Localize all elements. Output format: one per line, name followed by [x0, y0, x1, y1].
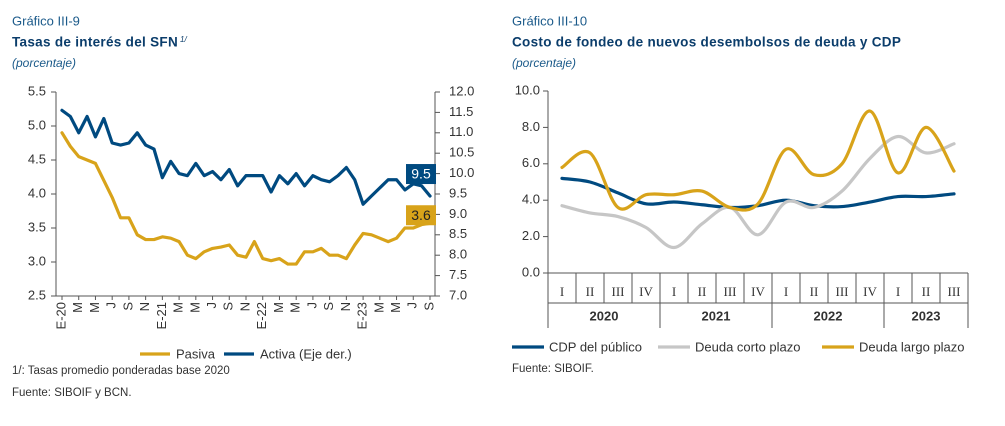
x-tick-label: E-20: [53, 302, 68, 329]
x-tick-label: S: [421, 302, 436, 311]
x-tick-label: III: [836, 284, 849, 299]
x-tick-label: E-23: [355, 302, 370, 329]
data-line: [560, 109, 956, 212]
x-tick-label: E-22: [254, 302, 269, 329]
x-tick-label: J: [304, 302, 319, 309]
x-tick-label: M: [388, 302, 403, 313]
title-note: 1/: [180, 35, 187, 44]
y2-tick-label: 10.0: [449, 165, 474, 180]
note: Fuente: SIBOIF.: [512, 363, 594, 375]
x-tick-label: J: [204, 302, 219, 309]
y2-tick-label: 7.0: [449, 287, 467, 302]
x-tick-label: M: [187, 302, 202, 313]
data-line: [560, 134, 956, 250]
value-label: 3.6: [411, 207, 431, 223]
x-tick-label: IV: [751, 284, 765, 299]
y-tick-label: 0.0: [522, 264, 540, 279]
y-tick-label: 8.0: [522, 119, 540, 134]
y2-tick-label: 12.0: [449, 83, 474, 98]
y2-tick-label: 11.5: [449, 104, 473, 119]
x-tick-label: II: [586, 284, 595, 299]
value-label: 9.5: [411, 166, 431, 182]
x-tick-label: E-21: [154, 302, 169, 329]
y2-tick-label: 9.5: [449, 185, 467, 200]
x-tick-label: M: [271, 302, 286, 313]
legend-label: Deuda largo plazo: [859, 339, 965, 354]
y-tick-label: 3.5: [28, 219, 46, 234]
x-tick-label: II: [810, 284, 819, 299]
y-tick-label: 5.0: [28, 117, 46, 132]
x-tick-label: M: [70, 302, 85, 313]
legend-label: Deuda corto plazo: [695, 339, 801, 354]
x-tick-label: M: [288, 302, 303, 313]
x-tick-label: III: [724, 284, 737, 299]
x-group-label: 2022: [814, 308, 843, 323]
x-tick-label: I: [896, 284, 900, 299]
data-line: [60, 108, 432, 206]
y-tick-label: 6.0: [522, 155, 540, 170]
note: Fuente: SIBOIF y BCN.: [12, 387, 132, 399]
x-tick-label: III: [612, 284, 625, 299]
x-tick-label: J: [104, 302, 119, 309]
chart-subtitle: (porcentaje): [12, 56, 76, 70]
x-tick-label: S: [120, 302, 135, 311]
y-tick-label: 3.0: [28, 253, 46, 268]
legend-label: Activa (Eje der.): [260, 346, 352, 361]
legend-label: CDP del público: [549, 339, 642, 354]
x-tick-label: II: [922, 284, 931, 299]
x-tick-label: N: [237, 302, 252, 311]
x-group-label: 2020: [590, 308, 619, 323]
x-tick-label: II: [698, 284, 707, 299]
y2-tick-label: 11.0: [449, 124, 473, 139]
value-label-box: [406, 205, 436, 226]
x-tick-label: IV: [639, 284, 653, 299]
x-group-label: 2021: [702, 308, 731, 323]
legend-label: Pasiva: [176, 346, 216, 361]
x-tick-label: M: [87, 302, 102, 313]
x-tick-label: S: [321, 302, 336, 311]
value-label-box: [406, 164, 436, 185]
y2-tick-label: 8.0: [449, 247, 467, 262]
chart-header: Gráfico III-10: [512, 13, 587, 28]
y-tick-label: 5.5: [28, 83, 46, 98]
y-tick-label: 2.5: [28, 287, 46, 302]
y2-tick-label: 7.5: [449, 267, 467, 282]
x-tick-label: I: [784, 284, 788, 299]
x-tick-label: IV: [863, 284, 877, 299]
x-tick-label: M: [371, 302, 386, 313]
data-line: [60, 131, 432, 266]
chart-subtitle: (porcentaje): [512, 56, 576, 70]
y-tick-label: 4.5: [28, 151, 46, 166]
x-tick-label: S: [221, 302, 236, 311]
x-tick-label: I: [560, 284, 564, 299]
y-tick-label: 4.0: [28, 185, 46, 200]
y2-tick-label: 10.5: [449, 145, 474, 160]
y-tick-label: 2.0: [522, 228, 540, 243]
x-tick-label: N: [338, 302, 353, 311]
note: 1/: Tasas promedio ponderadas base 2020: [12, 365, 230, 377]
chart-title: Tasas de interés del SFN: [12, 35, 178, 50]
chart-header: Gráfico III-9: [12, 13, 80, 28]
x-tick-label: III: [948, 284, 961, 299]
chart-title: Costo de fondeo de nuevos desembolsos de…: [512, 35, 901, 50]
x-tick-label: N: [137, 302, 152, 311]
y2-tick-label: 8.5: [449, 226, 467, 241]
y-tick-label: 10.0: [515, 82, 540, 97]
y-tick-label: 4.0: [522, 192, 540, 207]
x-tick-label: I: [672, 284, 676, 299]
x-tick-label: M: [171, 302, 186, 313]
x-group-label: 2023: [912, 308, 941, 323]
x-tick-label: J: [405, 302, 420, 309]
y2-tick-label: 9.0: [449, 206, 467, 221]
